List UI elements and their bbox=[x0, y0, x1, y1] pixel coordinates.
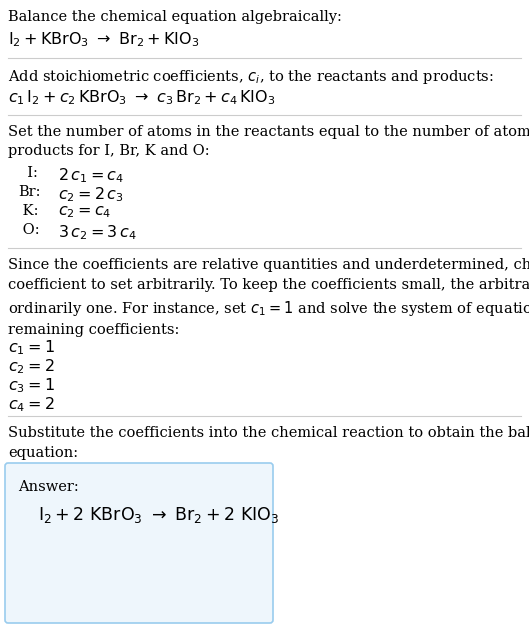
Text: Add stoichiometric coefficients, $c_i$, to the reactants and products:: Add stoichiometric coefficients, $c_i$, … bbox=[8, 68, 494, 86]
FancyBboxPatch shape bbox=[5, 463, 273, 623]
Text: Br:: Br: bbox=[18, 185, 41, 199]
Text: $c_3 = 1$: $c_3 = 1$ bbox=[8, 376, 55, 395]
Text: Answer:: Answer: bbox=[18, 480, 79, 494]
Text: $c_2 = 2$: $c_2 = 2$ bbox=[8, 357, 54, 376]
Text: Set the number of atoms in the reactants equal to the number of atoms in the
pro: Set the number of atoms in the reactants… bbox=[8, 125, 529, 159]
Text: $\mathrm{I_2 + KBrO_3 \ \rightarrow \ Br_2 + KIO_3}$: $\mathrm{I_2 + KBrO_3 \ \rightarrow \ Br… bbox=[8, 30, 199, 49]
Text: $2 \, c_1 = c_4$: $2 \, c_1 = c_4$ bbox=[58, 166, 124, 185]
Text: $c_1 \, \mathrm{I_2} + c_2 \, \mathrm{KBrO_3} \ \rightarrow \ c_3 \, \mathrm{Br_: $c_1 \, \mathrm{I_2} + c_2 \, \mathrm{KB… bbox=[8, 88, 276, 107]
Text: $c_1 = 1$: $c_1 = 1$ bbox=[8, 338, 55, 357]
Text: Since the coefficients are relative quantities and underdetermined, choose a
coe: Since the coefficients are relative quan… bbox=[8, 258, 529, 337]
Text: $\mathrm{I_2 + 2 \ KBrO_3 \ \rightarrow \ Br_2 + 2 \ KIO_3}$: $\mathrm{I_2 + 2 \ KBrO_3 \ \rightarrow … bbox=[38, 505, 279, 525]
Text: $3 \, c_2 = 3 \, c_4$: $3 \, c_2 = 3 \, c_4$ bbox=[58, 223, 137, 241]
Text: K:: K: bbox=[18, 204, 39, 218]
Text: I:: I: bbox=[18, 166, 38, 180]
Text: Substitute the coefficients into the chemical reaction to obtain the balanced
eq: Substitute the coefficients into the che… bbox=[8, 426, 529, 460]
Text: O:: O: bbox=[18, 223, 40, 237]
Text: $c_2 = 2 \, c_3$: $c_2 = 2 \, c_3$ bbox=[58, 185, 124, 204]
Text: $c_2 = c_4$: $c_2 = c_4$ bbox=[58, 204, 111, 219]
Text: Balance the chemical equation algebraically:: Balance the chemical equation algebraica… bbox=[8, 10, 342, 24]
Text: $c_4 = 2$: $c_4 = 2$ bbox=[8, 395, 54, 414]
